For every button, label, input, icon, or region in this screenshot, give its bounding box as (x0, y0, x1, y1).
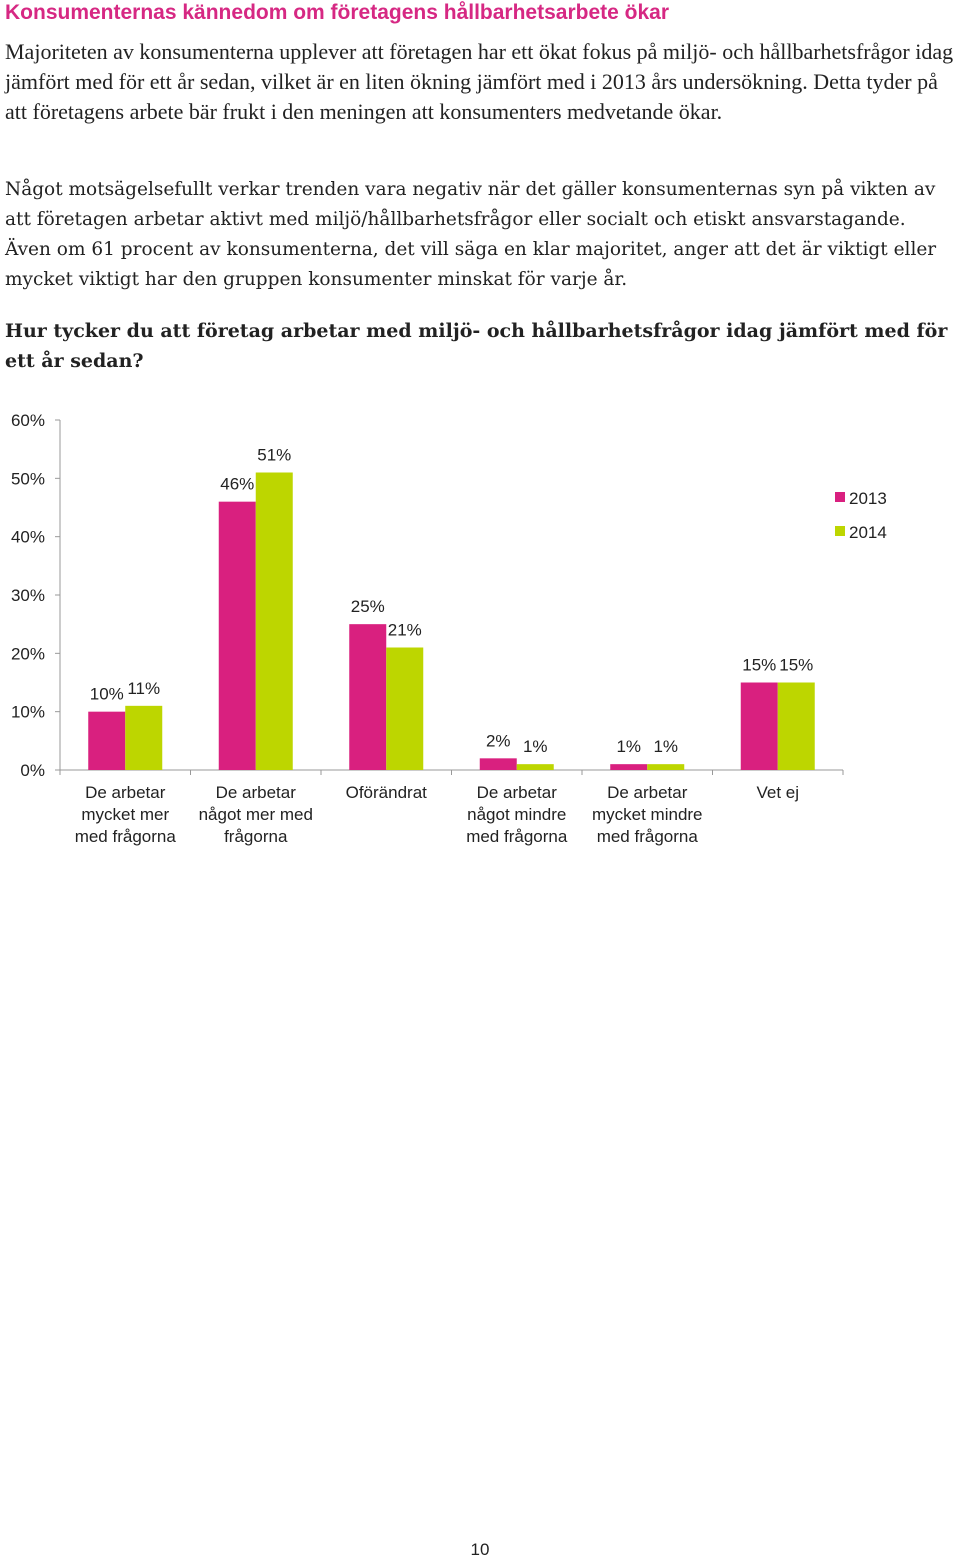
category-label: något mer med (199, 805, 313, 824)
category-label: något mindre (467, 805, 566, 824)
survey-question: Hur tycker du att företag arbetar med mi… (5, 320, 948, 372)
bar-2013 (349, 624, 387, 770)
intro-paragraph: Majoriteten av konsumenterna upplever at… (5, 39, 954, 124)
bar-2014 (386, 647, 424, 770)
y-tick-label: 30% (11, 586, 45, 605)
data-label-2013: 46% (220, 475, 254, 494)
data-label-2013: 10% (90, 685, 124, 704)
category-label: De arbetar (477, 783, 558, 802)
data-label-2014: 1% (523, 737, 548, 756)
category-label: De arbetar (216, 783, 297, 802)
bar-2014 (255, 472, 293, 770)
category-label: mycket mindre (592, 805, 703, 824)
y-tick-label: 10% (11, 703, 45, 722)
bar-2014 (516, 764, 554, 770)
y-tick-label: 40% (11, 528, 45, 547)
legend-label-2014: 2014 (849, 523, 887, 542)
data-label-2014: 21% (388, 621, 422, 640)
category-label: med frågorna (597, 827, 699, 846)
category-label: mycket mer (81, 805, 169, 824)
y-tick-label: 0% (20, 761, 45, 780)
page-number: 10 (470, 1540, 490, 1559)
data-label-2013: 1% (616, 737, 641, 756)
bar-2013 (740, 682, 778, 770)
y-tick-label: 60% (11, 411, 45, 430)
category-label: frågorna (224, 827, 288, 846)
category-label: Oförändrat (346, 783, 428, 802)
bar-2013 (218, 501, 256, 770)
data-label-2013: 15% (742, 656, 776, 675)
bar-2014 (125, 705, 163, 770)
legend-label-2013: 2013 (849, 489, 887, 508)
legend-swatch-2013 (835, 492, 845, 502)
bar-2013 (479, 758, 517, 770)
category-label: Vet ej (756, 783, 799, 802)
category-label: med frågorna (466, 827, 568, 846)
trend-paragraph: Något motsägelsefullt verkar trenden var… (5, 179, 937, 290)
y-tick-label: 20% (11, 644, 45, 663)
category-label: De arbetar (85, 783, 166, 802)
data-label-2013: 2% (486, 731, 511, 750)
data-label-2013: 25% (351, 597, 385, 616)
bar-2014 (777, 682, 815, 770)
category-label: med frågorna (75, 827, 177, 846)
bar-chart: 0%10%20%30%40%50%60%10% 11%De arbetarmyck… (11, 411, 887, 846)
data-label-2014: 15% (779, 656, 813, 675)
data-label-2014: 51% (257, 446, 291, 465)
legend-swatch-2014 (835, 526, 845, 536)
bar-2013 (88, 711, 126, 770)
data-label-2014: 11% (127, 679, 160, 698)
bar-2013 (610, 764, 648, 770)
data-label-2014: 1% (653, 737, 678, 756)
category-label: De arbetar (607, 783, 688, 802)
y-tick-label: 50% (11, 469, 45, 488)
bar-2014 (647, 764, 685, 770)
page-heading: Konsumenternas kännedom om företagens hå… (5, 1, 670, 24)
